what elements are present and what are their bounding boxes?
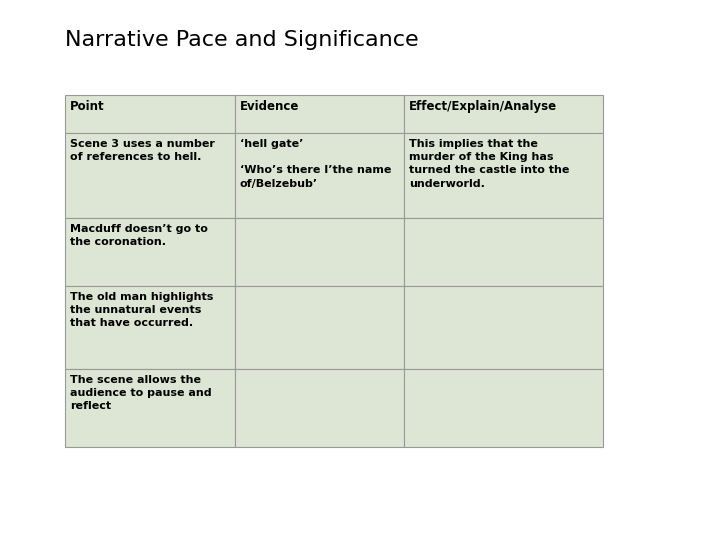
Text: Evidence: Evidence [240,100,299,113]
Bar [235,286,404,369]
Bar [404,95,603,133]
Text: Narrative Pace and Significance: Narrative Pace and Significance [65,30,418,50]
Bar [404,218,603,286]
Text: Effect/Explain/Analyse: Effect/Explain/Analyse [409,100,557,113]
Bar [235,95,404,133]
Text: This implies that the
murder of the King has
turned the castle into the
underwor: This implies that the murder of the King… [409,139,570,188]
Bar [235,218,404,286]
Bar [65,95,235,133]
Bar [65,133,235,218]
Text: Point: Point [70,100,104,113]
Text: ‘hell gate’

‘Who’s there I’the name
of/Belzebub’: ‘hell gate’ ‘Who’s there I’the name of/B… [240,139,391,188]
Bar [235,369,404,447]
Bar [65,369,235,447]
Text: The scene allows the
audience to pause and
reflect: The scene allows the audience to pause a… [70,375,212,411]
Bar [65,286,235,369]
Text: The old man highlights
the unnatural events
that have occurred.: The old man highlights the unnatural eve… [70,292,213,328]
Bar [404,369,603,447]
Bar [404,286,603,369]
Text: Scene 3 uses a number
of references to hell.: Scene 3 uses a number of references to h… [70,139,215,162]
Text: Macduff doesn’t go to
the coronation.: Macduff doesn’t go to the coronation. [70,224,208,247]
Bar [65,218,235,286]
Bar [235,133,404,218]
Bar [404,133,603,218]
